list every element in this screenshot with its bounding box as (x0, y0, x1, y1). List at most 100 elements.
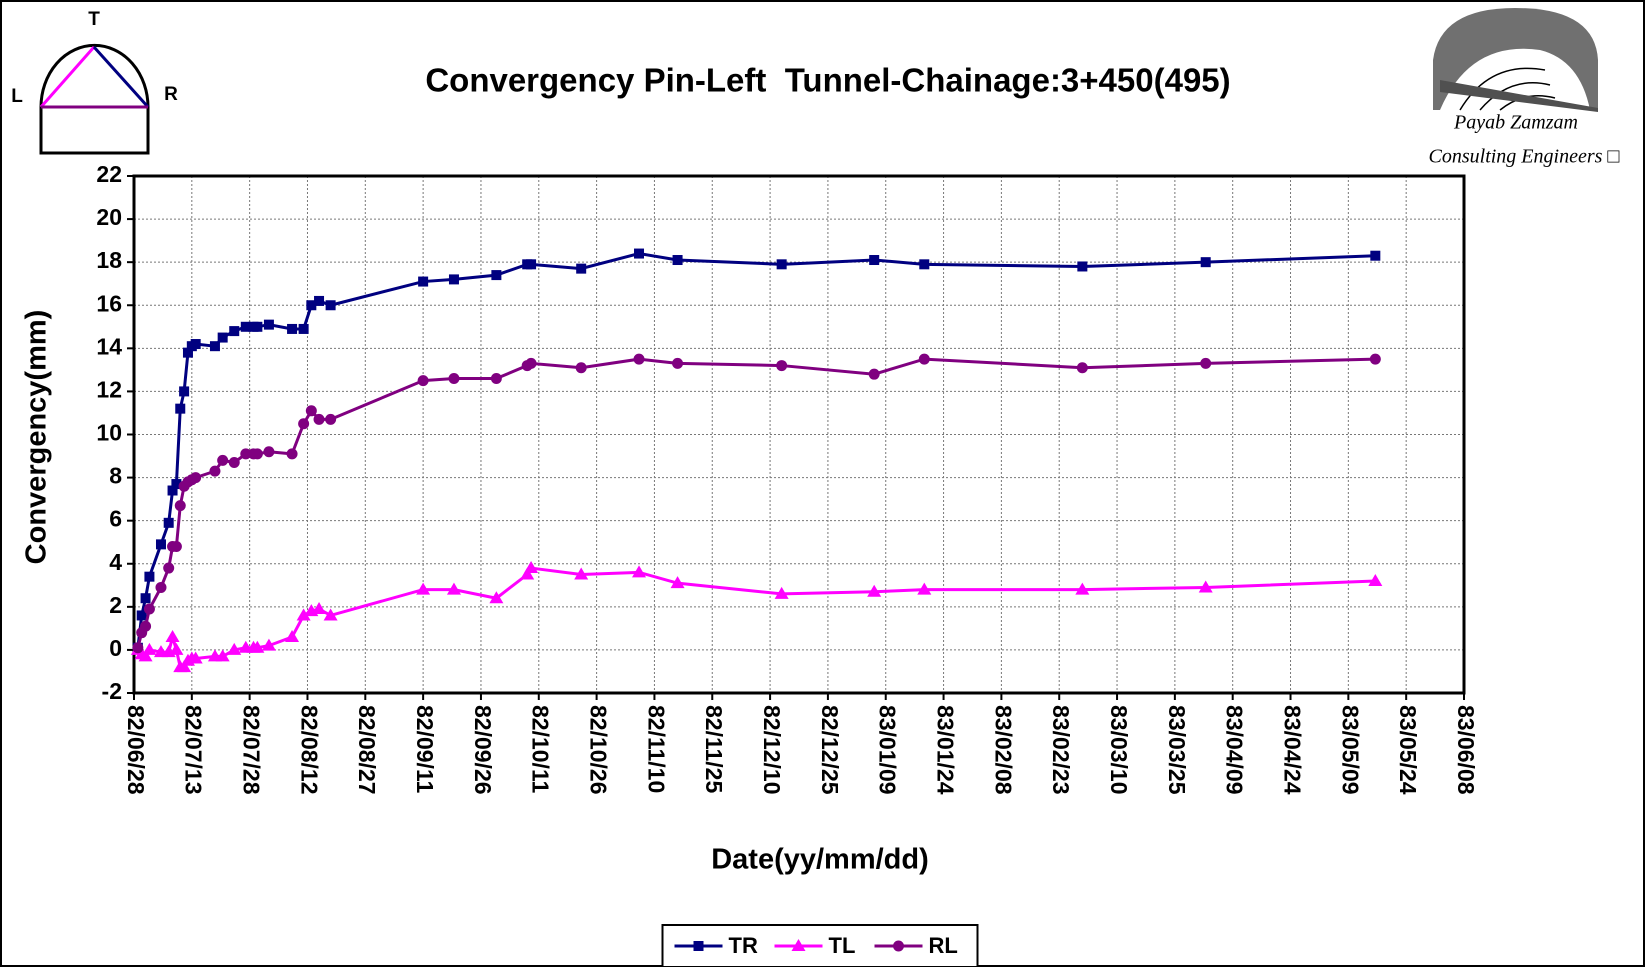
marker (448, 372, 460, 384)
diagram-label: T (88, 9, 100, 30)
plot-border (132, 174, 1466, 695)
x-tick-label: 82/06/28 (123, 705, 149, 795)
y-tick-label: 20 (96, 204, 122, 230)
marker (418, 276, 429, 287)
x-tick-label: 83/03/25 (1164, 705, 1190, 795)
marker (634, 248, 645, 259)
x-tick-label: 82/10/26 (586, 705, 612, 795)
marker (1368, 573, 1383, 586)
marker (313, 413, 325, 425)
x-tick-label: 83/05/09 (1337, 705, 1363, 795)
x-tick-label: 83/05/24 (1395, 705, 1421, 795)
marker (167, 485, 178, 496)
marker (1369, 353, 1381, 365)
marker (325, 413, 337, 425)
marker (286, 448, 298, 460)
y-tick-label: 16 (96, 290, 122, 316)
marker (144, 571, 155, 582)
tunnel-diagram (39, 43, 150, 155)
x-tick-label: 83/03/10 (1106, 705, 1132, 795)
marker (142, 642, 157, 655)
marker (448, 274, 459, 285)
x-tick-label: 82/08/12 (296, 705, 322, 795)
y-tick-label: 8 (109, 463, 122, 489)
x-tick-label: 83/01/24 (932, 705, 958, 795)
y-tick-label: 2 (109, 592, 122, 618)
marker (215, 649, 230, 662)
marker (525, 357, 537, 369)
marker (524, 561, 539, 574)
marker (868, 368, 880, 380)
y-tick-label: 4 (109, 549, 122, 575)
marker (155, 581, 167, 593)
marker (1370, 250, 1381, 261)
y-tick-label: 10 (96, 420, 122, 446)
marker (526, 259, 537, 270)
marker (869, 255, 880, 266)
marker (575, 362, 587, 374)
marker (776, 259, 787, 270)
marker (175, 403, 186, 414)
marker (417, 375, 429, 387)
marker (323, 608, 338, 621)
marker (1200, 257, 1211, 268)
marker (918, 353, 930, 365)
x-tick-label: 82/12/10 (759, 705, 785, 795)
marker (171, 479, 182, 490)
marker (791, 939, 806, 951)
marker (670, 576, 685, 589)
marker (298, 323, 309, 334)
x-tick-label: 83/04/24 (1279, 705, 1305, 795)
marker (240, 321, 251, 332)
marker (285, 629, 300, 642)
marker (491, 270, 502, 281)
marker (693, 941, 704, 951)
y-tick-label: -2 (102, 678, 122, 704)
marker (188, 651, 203, 664)
marker (170, 541, 182, 553)
marker (182, 347, 193, 358)
marker (520, 567, 535, 580)
x-axis-title: Date(yy/mm/dd) (711, 844, 929, 876)
y-tick-label: 6 (109, 506, 122, 532)
marker (227, 642, 242, 655)
marker (1198, 580, 1213, 593)
marker (250, 640, 265, 653)
x-tick-label: 82/08/27 (354, 705, 380, 795)
marker (143, 603, 155, 615)
marker (190, 339, 201, 350)
marker (155, 539, 166, 550)
marker (132, 642, 144, 654)
marker (633, 353, 645, 365)
marker (174, 500, 186, 512)
logo (1433, 8, 1598, 112)
marker (138, 649, 153, 662)
y-axis-title: Convergency(mm) (21, 310, 53, 565)
marker (576, 263, 587, 274)
marker (163, 517, 174, 528)
marker (490, 372, 502, 384)
marker (296, 608, 311, 621)
y-tick-label: 18 (96, 247, 122, 273)
marker (261, 638, 276, 651)
marker (229, 326, 240, 337)
marker (287, 323, 298, 334)
marker (416, 582, 431, 595)
marker (263, 319, 274, 330)
marker (919, 259, 930, 270)
marker (305, 405, 317, 417)
marker (312, 601, 327, 614)
marker (217, 332, 228, 343)
marker (177, 660, 192, 673)
x-tick-label: 82/09/11 (412, 705, 438, 793)
marker (776, 360, 788, 372)
x-tick-label: 83/06/08 (1453, 705, 1479, 795)
marker (325, 300, 336, 311)
marker (252, 321, 263, 332)
marker (306, 300, 317, 311)
marker (190, 472, 202, 484)
x-tick-label: 82/11/25 (701, 705, 727, 793)
marker (240, 448, 252, 460)
x-tick-label: 83/01/09 (875, 705, 901, 795)
